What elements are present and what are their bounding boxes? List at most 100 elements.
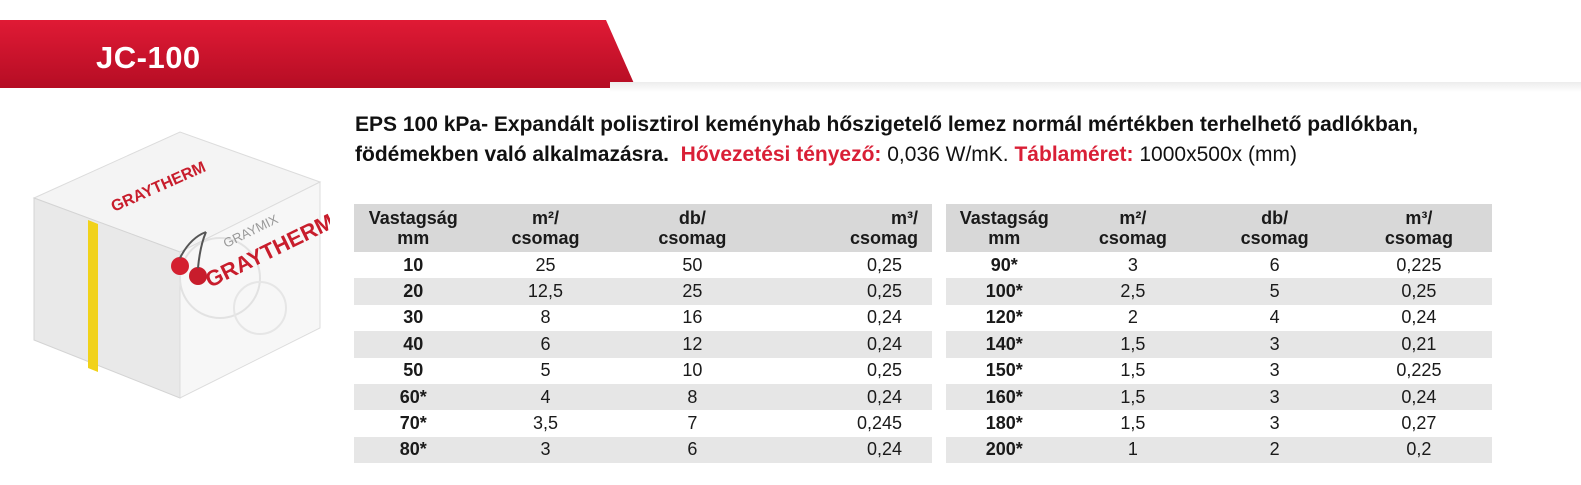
size-label: Táblaméret: [1014, 143, 1134, 166]
cell-db: 16 [618, 304, 767, 332]
table-row: 40 6 12 0,24 [354, 331, 932, 358]
cell-thickness: 10 [354, 252, 473, 279]
table-row: 120* 2 4 0,24 [946, 304, 1492, 332]
cell-m3: 0,2 [1345, 436, 1492, 464]
table-header-row: Vastagság mm m²/csomag db/csomag m³/csoma… [946, 204, 1492, 252]
cell-db: 25 [618, 278, 767, 305]
product-description: EPS 100 kPa- Expandált polisztirol kemén… [355, 110, 1555, 170]
table-body-left: 10 25 50 0,25 20 12,5 25 0,25 30 8 16 0,24 40 6 12 0,24… [354, 252, 932, 464]
page-title: JC-100 [96, 40, 201, 75]
cell-m3: 0,245 [766, 410, 932, 437]
cell-db: 6 [618, 436, 767, 464]
size-value: 1000x500x (mm) [1139, 143, 1297, 166]
cell-m3: 0,25 [766, 252, 932, 279]
cell-m3: 0,24 [766, 383, 932, 411]
cell-m2: 2 [1062, 304, 1204, 332]
cell-thickness: 200* [946, 436, 1063, 464]
cell-thickness: 160* [946, 383, 1063, 411]
banner-shape [0, 20, 636, 88]
cell-thickness: 180* [946, 410, 1063, 437]
cell-m3: 0,24 [766, 304, 932, 332]
cell-m2: 25 [472, 252, 619, 279]
cell-m2: 2,5 [1062, 278, 1204, 305]
cell-db: 12 [618, 331, 767, 358]
cell-m2: 3,5 [472, 410, 619, 437]
cell-m2: 1,5 [1062, 410, 1204, 437]
cell-m2: 8 [472, 304, 619, 332]
cell-db: 3 [1203, 357, 1346, 384]
cell-m2: 1,5 [1062, 331, 1204, 358]
cell-m2: 1 [1062, 436, 1204, 464]
cell-db: 2 [1203, 436, 1346, 464]
table-row: 90* 3 6 0,225 [946, 252, 1492, 279]
cell-m2: 12,5 [472, 278, 619, 305]
cell-thickness: 150* [946, 357, 1063, 384]
cell-m2: 1,5 [1062, 383, 1204, 411]
cell-thickness: 30 [354, 304, 473, 332]
cell-thickness: 20 [354, 278, 473, 305]
cell-m2: 5 [472, 357, 619, 384]
table-row: 60* 4 8 0,24 [354, 383, 932, 411]
cell-m3: 0,27 [1345, 410, 1492, 437]
table-row: 20 12,5 25 0,25 [354, 278, 932, 305]
cell-db: 7 [618, 410, 767, 437]
cell-m3: 0,225 [1345, 252, 1492, 279]
cell-thickness: 70* [354, 410, 473, 437]
cell-m3: 0,24 [766, 331, 932, 358]
description-line1: EPS 100 kPa- Expandált polisztirol kemén… [355, 113, 1419, 136]
cell-db: 3 [1203, 383, 1346, 411]
table-row: 70* 3,5 7 0,245 [354, 410, 932, 437]
header-m3: m³/csomag [766, 204, 932, 252]
table-row: 200* 1 2 0,2 [946, 436, 1492, 464]
cell-thickness: 60* [354, 383, 473, 411]
cell-m3: 0,24 [1345, 383, 1492, 411]
cell-m3: 0,24 [766, 436, 932, 464]
cell-db: 8 [618, 383, 767, 411]
header-db: db/csomag [1203, 204, 1346, 252]
cell-db: 3 [1203, 410, 1346, 437]
table-row: 160* 1,5 3 0,24 [946, 383, 1492, 411]
table-row: 50 5 10 0,25 [354, 357, 932, 384]
cell-thickness: 120* [946, 304, 1063, 332]
cell-db: 50 [618, 252, 767, 279]
cell-m3: 0,25 [766, 357, 932, 384]
conductivity-label: Hővezetési tényező: [680, 143, 882, 166]
header-thickness: Vastagság mm [946, 204, 1063, 252]
table-row: 150* 1,5 3 0,225 [946, 357, 1492, 384]
description-line2: födémekben való alkalmazásra. [355, 143, 669, 166]
table-body-right: 90* 3 6 0,225 100* 2,5 5 0,25 120* 2 4 0,24 140* 1,5 3… [946, 252, 1492, 464]
cell-m2: 1,5 [1062, 357, 1204, 384]
table-row: 180* 1,5 3 0,27 [946, 410, 1492, 437]
header-thickness: Vastagság mm [354, 204, 473, 252]
table-row: 30 8 16 0,24 [354, 304, 932, 332]
cell-db: 10 [618, 357, 767, 384]
cell-thickness: 40 [354, 331, 473, 358]
cell-thickness: 140* [946, 331, 1063, 358]
cell-m3: 0,25 [766, 278, 932, 305]
table-row: 10 25 50 0,25 [354, 252, 932, 279]
header-m2: m²/csomag [1062, 204, 1204, 252]
table-row: 80* 3 6 0,24 [354, 436, 932, 464]
cell-m2: 4 [472, 383, 619, 411]
cell-db: 6 [1203, 252, 1346, 279]
cell-thickness: 80* [354, 436, 473, 464]
spec-table-right: Vastagság mm m²/csomag db/csomag m³/csoma… [946, 204, 1492, 464]
cell-m3: 0,21 [1345, 331, 1492, 358]
header-m3: m³/csomag [1345, 204, 1492, 252]
product-image: GRAYTHERM GRAYMIX GRAYTHERM [30, 128, 338, 408]
header-divider [610, 82, 1581, 92]
table-row: 100* 2,5 5 0,25 [946, 278, 1492, 305]
cell-m2: 3 [472, 436, 619, 464]
table-row: 140* 1,5 3 0,21 [946, 331, 1492, 358]
cell-thickness: 50 [354, 357, 473, 384]
title-banner: JC-100 [0, 20, 640, 88]
cell-m2: 6 [472, 331, 619, 358]
cell-m3: 0,225 [1345, 357, 1492, 384]
header-m2: m²/csomag [472, 204, 619, 252]
cell-m3: 0,25 [1345, 278, 1492, 305]
cell-m2: 3 [1062, 252, 1204, 279]
header-db: db/csomag [618, 204, 767, 252]
cell-thickness: 100* [946, 278, 1063, 305]
cell-thickness: 90* [946, 252, 1063, 279]
conductivity-value: 0,036 W/mK. [887, 143, 1009, 166]
